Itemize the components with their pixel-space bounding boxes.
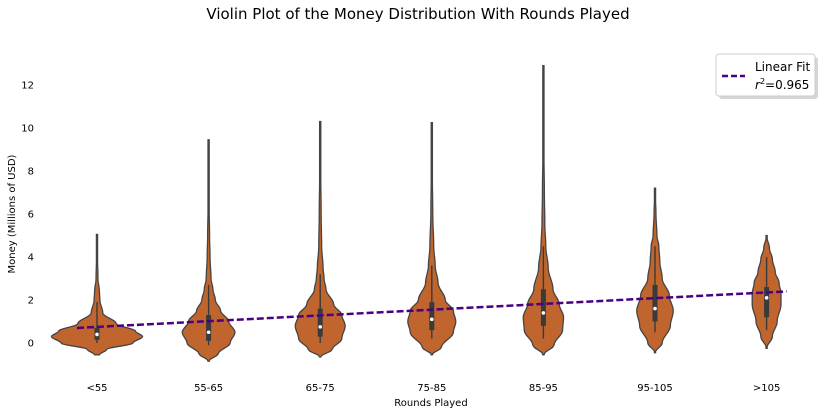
legend-r2-symbol: r: [755, 78, 761, 92]
y-tick-label: 0: [28, 339, 34, 350]
violin-body: [181, 139, 236, 362]
x-tick-label: 65-75: [306, 383, 335, 394]
y-tick-label: 12: [21, 81, 34, 92]
legend-fit-label: Linear Fit: [755, 60, 810, 74]
legend: Linear Fit r2=0.965: [715, 53, 818, 99]
violin-iqr-box: [652, 284, 658, 322]
x-tick-label: 85-95: [529, 383, 558, 394]
y-tick-label: 10: [21, 124, 34, 135]
linear-fit-line: [76, 290, 787, 330]
y-tick-label: 2: [28, 296, 34, 307]
violin-median: [95, 332, 99, 337]
violin-median: [764, 296, 769, 300]
violin-median: [318, 325, 323, 329]
violin-body: [50, 233, 144, 356]
x-tick-label: 55-65: [194, 383, 223, 394]
violin-iqr-box: [429, 302, 435, 331]
x-tick-label: >105: [753, 383, 780, 394]
legend-box: [715, 53, 816, 97]
linear-fit: [76, 290, 787, 330]
violin-median: [206, 330, 211, 335]
violins: [50, 65, 782, 362]
violin-iqr-box: [540, 289, 546, 326]
violin-median: [541, 311, 546, 315]
violin-body: [407, 121, 457, 356]
violin-iqr-box: [317, 308, 323, 337]
x-axis-ticks: <55 55-65 65-75 75-85 85-95 95-105 >105: [86, 383, 780, 394]
violin-median: [430, 317, 434, 322]
violin-body: [522, 65, 565, 356]
y-axis-label: Money (Millions of USD): [7, 154, 18, 273]
legend-r2-label: r2=0.965: [755, 77, 809, 92]
violin-median: [653, 306, 657, 311]
violin-body: [294, 120, 346, 358]
x-axis-label: Rounds Played: [394, 398, 467, 409]
chart-title: Violin Plot of the Money Distribution Wi…: [206, 5, 629, 23]
x-tick-label: 75-85: [417, 383, 446, 394]
y-tick-label: 6: [28, 210, 34, 221]
violin-iqr-box: [764, 287, 770, 318]
y-axis-ticks: 0 2 4 6 8 10 12: [21, 81, 34, 350]
violin-iqr-box: [206, 315, 212, 341]
x-tick-label: <55: [86, 383, 107, 394]
y-tick-label: 8: [28, 167, 34, 178]
x-tick-label: 95-105: [637, 383, 672, 394]
legend-r2-sup: 2: [760, 77, 765, 86]
legend-r2-value: =0.965: [765, 78, 809, 92]
y-tick-label: 4: [28, 253, 34, 264]
